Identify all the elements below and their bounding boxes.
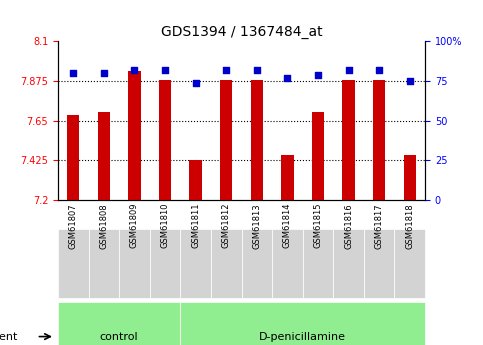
Bar <box>220 80 232 200</box>
Bar <box>119 229 150 298</box>
Bar <box>67 116 79 200</box>
Bar <box>281 155 294 200</box>
Bar <box>211 229 242 298</box>
Bar <box>333 229 364 298</box>
Point <box>345 67 353 73</box>
Bar <box>58 302 180 345</box>
Point <box>192 80 199 86</box>
Bar <box>303 229 333 298</box>
Bar <box>58 229 88 298</box>
Bar <box>88 229 119 298</box>
Title: GDS1394 / 1367484_at: GDS1394 / 1367484_at <box>161 25 322 39</box>
Bar <box>251 80 263 200</box>
Point <box>406 78 413 84</box>
Point <box>284 75 291 81</box>
Point <box>70 70 77 76</box>
Text: control: control <box>100 332 139 342</box>
Bar <box>342 80 355 200</box>
Point <box>161 67 169 73</box>
Bar <box>128 71 141 200</box>
Text: D-penicillamine: D-penicillamine <box>259 332 346 342</box>
Point <box>253 67 261 73</box>
Bar <box>180 302 425 345</box>
Bar <box>150 229 180 298</box>
Point <box>375 67 383 73</box>
Point <box>130 67 138 73</box>
Bar <box>98 112 110 200</box>
Bar <box>272 229 303 298</box>
Bar <box>189 159 202 200</box>
Text: agent: agent <box>0 332 18 342</box>
Bar <box>312 112 324 200</box>
Bar <box>180 229 211 298</box>
Point <box>314 72 322 78</box>
Bar <box>364 229 395 298</box>
Bar <box>373 80 385 200</box>
Bar <box>242 229 272 298</box>
Point <box>100 70 108 76</box>
Bar <box>404 155 416 200</box>
Bar <box>395 229 425 298</box>
Point <box>222 67 230 73</box>
Bar <box>159 80 171 200</box>
